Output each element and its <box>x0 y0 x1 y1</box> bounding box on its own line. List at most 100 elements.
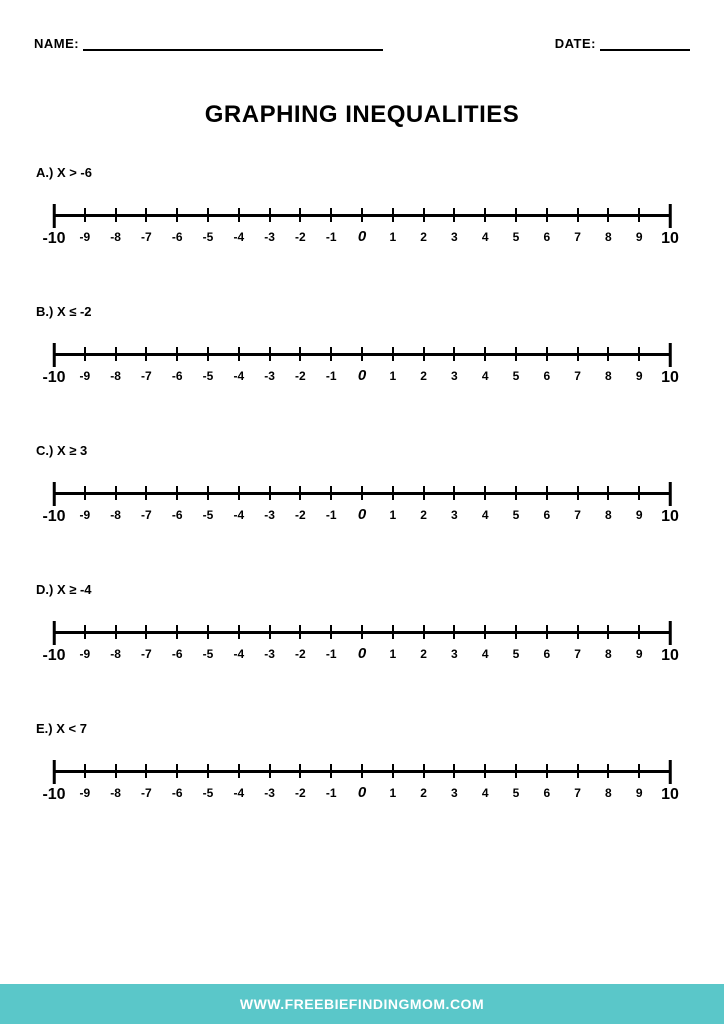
tick <box>330 625 332 639</box>
problem: E.) X < 7-10-9-8-7-6-5-4-3-2-10123456789… <box>32 721 692 814</box>
tick-label: -10 <box>42 508 65 526</box>
tick-label: 4 <box>482 369 489 383</box>
name-field: NAME: <box>34 36 383 51</box>
tick-label: -7 <box>141 647 152 661</box>
tick <box>392 347 394 361</box>
number-line: -10-9-8-7-6-5-4-3-2-1012345678910 <box>32 756 692 814</box>
tick <box>392 486 394 500</box>
problem-label: A.) X > -6 <box>36 165 692 180</box>
number-line: -10-9-8-7-6-5-4-3-2-1012345678910 <box>32 200 692 258</box>
tick <box>53 343 56 367</box>
tick <box>392 208 394 222</box>
tick-label: 1 <box>389 508 396 522</box>
tick <box>453 347 455 361</box>
tick-label: 6 <box>543 786 550 800</box>
tick-label: -10 <box>42 786 65 804</box>
tick <box>207 625 209 639</box>
tick-label: 10 <box>661 508 679 526</box>
tick <box>269 347 271 361</box>
tick-label: -8 <box>110 230 121 244</box>
header-row: NAME: DATE: <box>24 36 700 51</box>
tick-label: 7 <box>574 786 581 800</box>
tick-label: 3 <box>451 786 458 800</box>
tick-label: 3 <box>451 508 458 522</box>
tick-label: 2 <box>420 369 427 383</box>
tick-label: 5 <box>513 647 520 661</box>
tick-label: 9 <box>636 369 643 383</box>
tick-label: 7 <box>574 508 581 522</box>
tick-label: 0 <box>358 228 366 245</box>
tick <box>546 208 548 222</box>
tick-label: -4 <box>233 786 244 800</box>
tick <box>515 625 517 639</box>
tick <box>361 347 363 361</box>
tick-label: -4 <box>233 508 244 522</box>
tick-label: 9 <box>636 647 643 661</box>
tick <box>577 486 579 500</box>
tick <box>361 208 363 222</box>
tick-label: -8 <box>110 786 121 800</box>
tick <box>115 764 117 778</box>
tick <box>207 347 209 361</box>
tick <box>638 347 640 361</box>
tick-label: 2 <box>420 508 427 522</box>
tick-label: 3 <box>451 647 458 661</box>
tick-label: -9 <box>79 508 90 522</box>
date-field: DATE: <box>555 36 690 51</box>
tick-label: -10 <box>42 369 65 387</box>
tick <box>361 764 363 778</box>
tick-label: -7 <box>141 786 152 800</box>
tick <box>423 208 425 222</box>
tick-label: 10 <box>661 230 679 248</box>
tick-label: -4 <box>233 647 244 661</box>
tick <box>546 625 548 639</box>
tick-label: 5 <box>513 230 520 244</box>
tick <box>115 625 117 639</box>
tick <box>53 204 56 228</box>
tick <box>115 486 117 500</box>
tick-label: -10 <box>42 647 65 665</box>
tick-label: 10 <box>661 369 679 387</box>
tick <box>84 486 86 500</box>
date-label: DATE: <box>555 36 596 51</box>
tick-label: 8 <box>605 508 612 522</box>
tick-label: 7 <box>574 647 581 661</box>
tick-label: -3 <box>264 508 275 522</box>
problem: D.) X ≥ -4-10-9-8-7-6-5-4-3-2-1012345678… <box>32 582 692 675</box>
footer: WWW.FREEBIEFINDINGMOM.COM <box>0 984 724 1024</box>
tick <box>238 625 240 639</box>
tick <box>453 625 455 639</box>
tick <box>669 482 672 506</box>
tick <box>423 347 425 361</box>
tick-label: 6 <box>543 369 550 383</box>
tick <box>330 764 332 778</box>
tick-label: -2 <box>295 647 306 661</box>
tick-label: -6 <box>172 647 183 661</box>
tick <box>515 347 517 361</box>
footer-text: WWW.FREEBIEFINDINGMOM.COM <box>240 996 484 1012</box>
tick <box>638 625 640 639</box>
tick-label: -3 <box>264 647 275 661</box>
tick <box>577 208 579 222</box>
tick-label: -5 <box>203 230 214 244</box>
tick <box>669 760 672 784</box>
tick <box>546 486 548 500</box>
tick <box>269 208 271 222</box>
tick <box>145 486 147 500</box>
tick-label: -3 <box>264 369 275 383</box>
tick-label: 2 <box>420 647 427 661</box>
tick-label: 2 <box>420 230 427 244</box>
tick-label: -9 <box>79 786 90 800</box>
tick-label: -5 <box>203 647 214 661</box>
tick-label: 5 <box>513 508 520 522</box>
tick <box>176 208 178 222</box>
tick-label: -6 <box>172 369 183 383</box>
tick <box>299 486 301 500</box>
tick <box>176 764 178 778</box>
tick <box>577 347 579 361</box>
tick <box>361 486 363 500</box>
tick <box>638 208 640 222</box>
tick <box>53 760 56 784</box>
tick-label: -2 <box>295 786 306 800</box>
tick <box>607 625 609 639</box>
